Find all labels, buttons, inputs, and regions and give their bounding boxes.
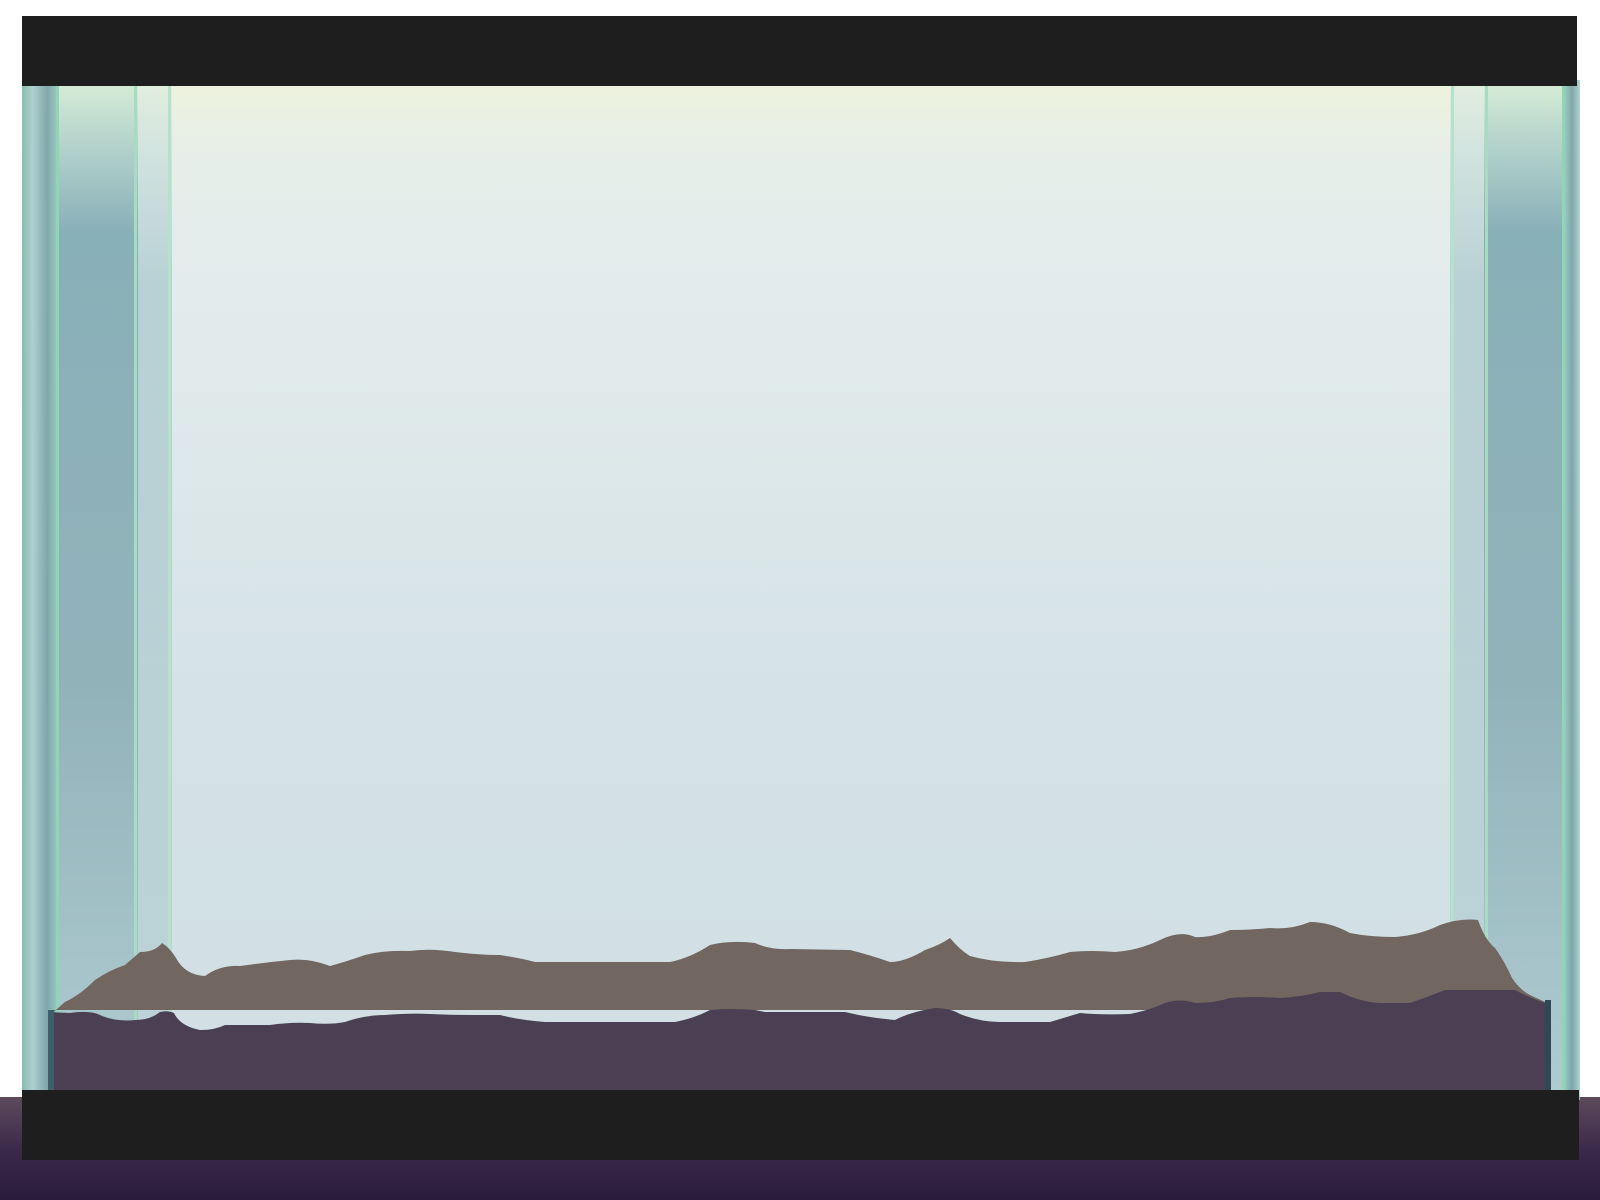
soil-layer <box>48 990 1548 1090</box>
tank-lid <box>22 16 1577 86</box>
sand-layer <box>50 919 1545 1015</box>
tank-inner-edge-right <box>1545 1000 1551 1090</box>
tank-inner-edge-left <box>48 1010 54 1090</box>
left-glass-wall <box>22 80 172 1100</box>
right-glass-wall <box>1450 80 1580 1100</box>
tank-base <box>22 1090 1579 1160</box>
